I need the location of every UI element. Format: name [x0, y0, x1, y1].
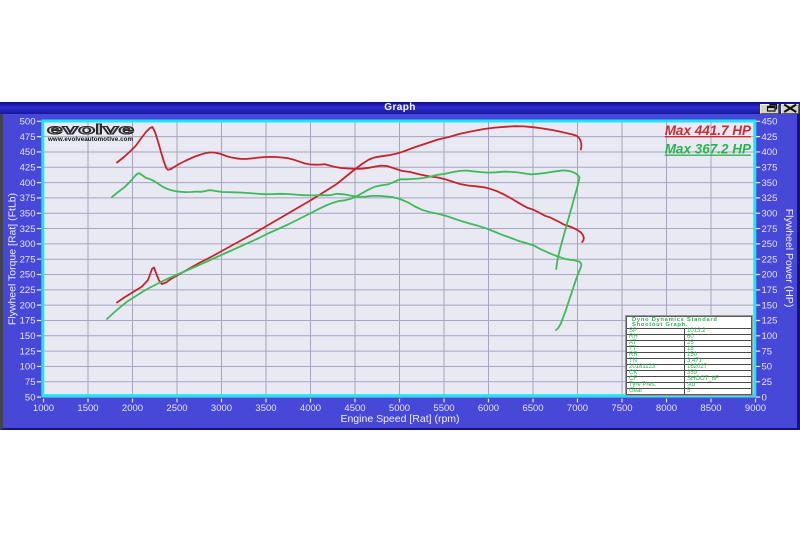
svg-text:500: 500	[20, 117, 36, 128]
svg-text:225: 225	[20, 285, 36, 296]
svg-text:275: 275	[20, 254, 36, 265]
svg-text:200: 200	[20, 300, 36, 311]
svg-text:450: 450	[20, 147, 36, 158]
svg-text:4500: 4500	[344, 403, 365, 414]
svg-text:50: 50	[25, 392, 36, 403]
svg-text:7500: 7500	[611, 403, 632, 414]
svg-text:8500: 8500	[700, 403, 721, 414]
svg-text:475: 475	[20, 132, 36, 143]
svg-text:5000: 5000	[389, 403, 410, 414]
svg-text:5500: 5500	[433, 403, 454, 414]
svg-text:350: 350	[20, 208, 36, 219]
svg-text:75: 75	[762, 346, 773, 357]
svg-text:50: 50	[762, 362, 773, 373]
svg-text:3500: 3500	[255, 403, 276, 414]
svg-text:1500: 1500	[77, 403, 98, 414]
svg-text:Max 441.7 HP: Max 441.7 HP	[665, 123, 752, 138]
svg-text:Max 367.2 HP: Max 367.2 HP	[665, 142, 752, 157]
svg-text:150: 150	[20, 331, 36, 342]
svg-text:325: 325	[762, 193, 778, 204]
svg-text:425: 425	[20, 163, 36, 174]
svg-text:Engine Speed [Rat] (rpm): Engine Speed [Rat] (rpm)	[340, 413, 459, 425]
svg-text:175: 175	[762, 285, 778, 296]
svg-text:Flywheel Torque [Rat] (FtLb): Flywheel Torque [Rat] (FtLb)	[7, 193, 19, 325]
svg-text:7000: 7000	[567, 403, 588, 414]
svg-text:8000: 8000	[656, 403, 677, 414]
svg-text:0: 0	[762, 392, 767, 403]
svg-text:275: 275	[762, 224, 778, 235]
svg-text:200: 200	[762, 270, 778, 281]
svg-text:250: 250	[762, 239, 778, 250]
svg-text:400: 400	[762, 147, 778, 158]
svg-text:450: 450	[762, 117, 778, 128]
svg-text:425: 425	[762, 132, 778, 143]
svg-text:9000: 9000	[745, 403, 766, 414]
svg-text:350: 350	[762, 178, 778, 189]
svg-text:4000: 4000	[300, 403, 321, 414]
svg-text:6000: 6000	[478, 403, 499, 414]
svg-text:100: 100	[20, 362, 36, 373]
svg-text:175: 175	[20, 316, 36, 327]
svg-text:375: 375	[20, 193, 36, 204]
svg-text:125: 125	[762, 316, 778, 327]
svg-text:300: 300	[20, 239, 36, 250]
svg-text:25: 25	[762, 377, 773, 388]
svg-text:2000: 2000	[122, 403, 143, 414]
svg-text:75: 75	[25, 377, 36, 388]
svg-text:250: 250	[20, 270, 36, 281]
svg-text:400: 400	[20, 178, 36, 189]
svg-text:Flywheel Power (HP): Flywheel Power (HP)	[783, 209, 795, 308]
svg-text:300: 300	[762, 208, 778, 219]
svg-text:375: 375	[762, 163, 778, 174]
svg-text:100: 100	[762, 331, 778, 342]
svg-text:www.evolveautomotive.com: www.evolveautomotive.com	[47, 136, 133, 143]
svg-text:3000: 3000	[211, 403, 232, 414]
svg-text:150: 150	[762, 300, 778, 311]
svg-text:125: 125	[20, 346, 36, 357]
svg-text:1000: 1000	[33, 403, 54, 414]
svg-text:evolve: evolve	[47, 121, 134, 137]
svg-text:6500: 6500	[522, 403, 543, 414]
svg-text:2500: 2500	[166, 403, 187, 414]
svg-text:325: 325	[20, 224, 36, 235]
svg-text:225: 225	[762, 254, 778, 265]
